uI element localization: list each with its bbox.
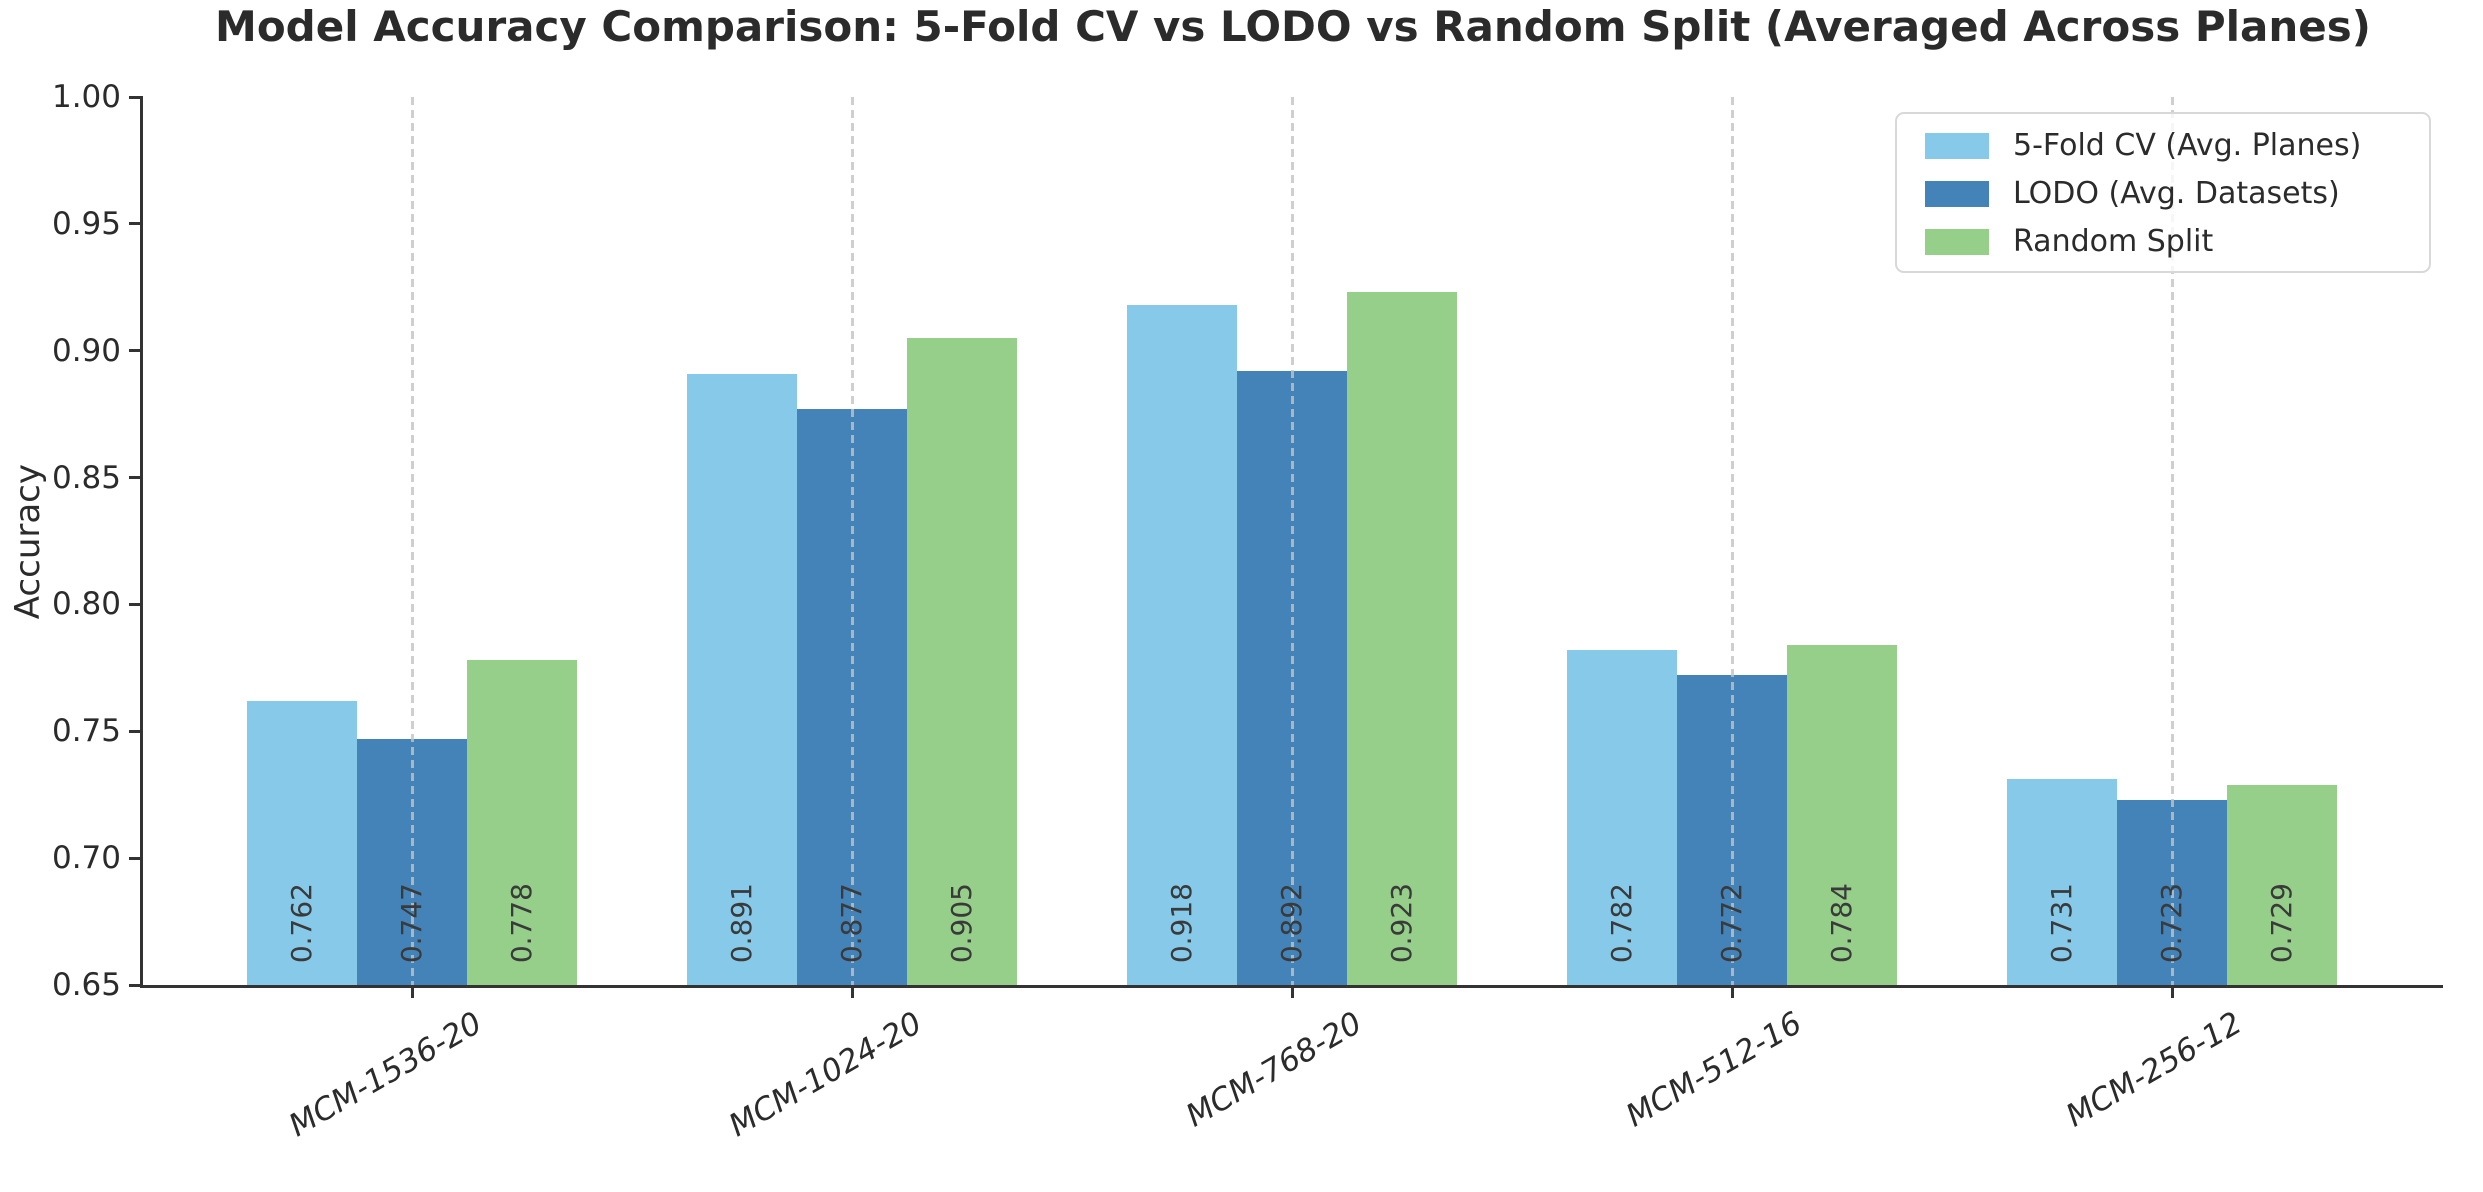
legend-item: Random Split bbox=[1925, 224, 2429, 259]
legend-item: 5-Fold CV (Avg. Planes) bbox=[1925, 128, 2429, 163]
bar-value-label: 0.772 bbox=[1715, 882, 1748, 963]
bar-value-label: 0.918 bbox=[1165, 882, 1198, 963]
bar-value-label: 0.892 bbox=[1275, 882, 1308, 963]
y-tick-mark bbox=[129, 222, 143, 226]
y-tick-mark bbox=[129, 476, 143, 480]
bar bbox=[467, 660, 577, 985]
gridline bbox=[850, 97, 854, 985]
bar-value-label: 0.762 bbox=[285, 882, 318, 963]
bar-value-label: 0.782 bbox=[1605, 882, 1638, 963]
y-tick-label: 0.65 bbox=[51, 967, 121, 1003]
x-tick-mark bbox=[1290, 986, 1294, 998]
y-tick-label: 0.95 bbox=[51, 205, 121, 242]
gridline bbox=[1290, 97, 1294, 985]
bar-value-label: 0.729 bbox=[2265, 882, 2298, 963]
bar-value-label: 0.923 bbox=[1385, 882, 1418, 963]
x-tick-label: MCM-1536-20 bbox=[283, 1005, 488, 1145]
bar bbox=[907, 338, 1017, 985]
x-tick-label: MCM-768-20 bbox=[1180, 1005, 1368, 1135]
bar bbox=[1787, 645, 1897, 985]
legend-swatch bbox=[1925, 132, 1989, 159]
y-tick-mark bbox=[129, 602, 143, 606]
x-tick-label: MCM-1024-20 bbox=[723, 1005, 928, 1145]
x-tick-mark bbox=[1730, 986, 1734, 998]
legend-swatch bbox=[1925, 228, 1989, 255]
y-tick-mark bbox=[129, 729, 143, 733]
gridline bbox=[410, 97, 414, 985]
legend: 5-Fold CV (Avg. Planes) LODO (Avg. Datase… bbox=[1895, 112, 2431, 273]
y-tick-label: 0.75 bbox=[51, 713, 121, 750]
gridline bbox=[2170, 97, 2174, 985]
bar-value-label: 0.747 bbox=[395, 882, 428, 963]
x-tick-label: MCM-256-12 bbox=[2060, 1005, 2248, 1135]
legend-label: 5-Fold CV (Avg. Planes) bbox=[2013, 128, 2362, 163]
bar bbox=[2007, 779, 2117, 985]
legend-item: LODO (Avg. Datasets) bbox=[1925, 176, 2429, 211]
y-tick-label: 0.90 bbox=[51, 332, 121, 369]
y-tick-mark bbox=[129, 983, 143, 987]
legend-label: Random Split bbox=[2013, 224, 2214, 259]
y-tick-label: 0.70 bbox=[51, 840, 121, 877]
y-tick-mark bbox=[129, 349, 143, 353]
y-tick-label: 1.00 bbox=[51, 79, 121, 115]
x-tick-label: MCM-512-16 bbox=[1620, 1005, 1808, 1135]
bar-value-label: 0.723 bbox=[2155, 882, 2188, 963]
legend-label: LODO (Avg. Datasets) bbox=[2013, 176, 2340, 211]
gridline bbox=[1730, 97, 1734, 985]
bar-value-label: 0.877 bbox=[835, 882, 868, 963]
y-tick-label: 0.80 bbox=[51, 586, 121, 623]
x-tick-mark bbox=[410, 986, 414, 998]
bar-value-label: 0.731 bbox=[2045, 882, 2078, 963]
chart-title: Model Accuracy Comparison: 5-Fold CV vs … bbox=[215, 2, 2371, 51]
bar-value-label: 0.891 bbox=[725, 882, 758, 963]
bar bbox=[1567, 650, 1677, 985]
bar bbox=[1127, 305, 1237, 985]
y-tick-label: 0.85 bbox=[51, 459, 121, 496]
bar bbox=[247, 700, 357, 985]
bar-value-label: 0.905 bbox=[945, 882, 978, 963]
x-tick-mark bbox=[2170, 986, 2174, 998]
y-tick-mark bbox=[129, 95, 143, 99]
bar-value-label: 0.784 bbox=[1825, 882, 1858, 963]
bar-value-label: 0.778 bbox=[505, 882, 538, 963]
bar bbox=[2227, 784, 2337, 985]
x-tick-mark bbox=[850, 986, 854, 998]
bar bbox=[1347, 292, 1457, 985]
bar bbox=[687, 373, 797, 985]
legend-swatch bbox=[1925, 180, 1989, 207]
y-tick-mark bbox=[129, 856, 143, 860]
